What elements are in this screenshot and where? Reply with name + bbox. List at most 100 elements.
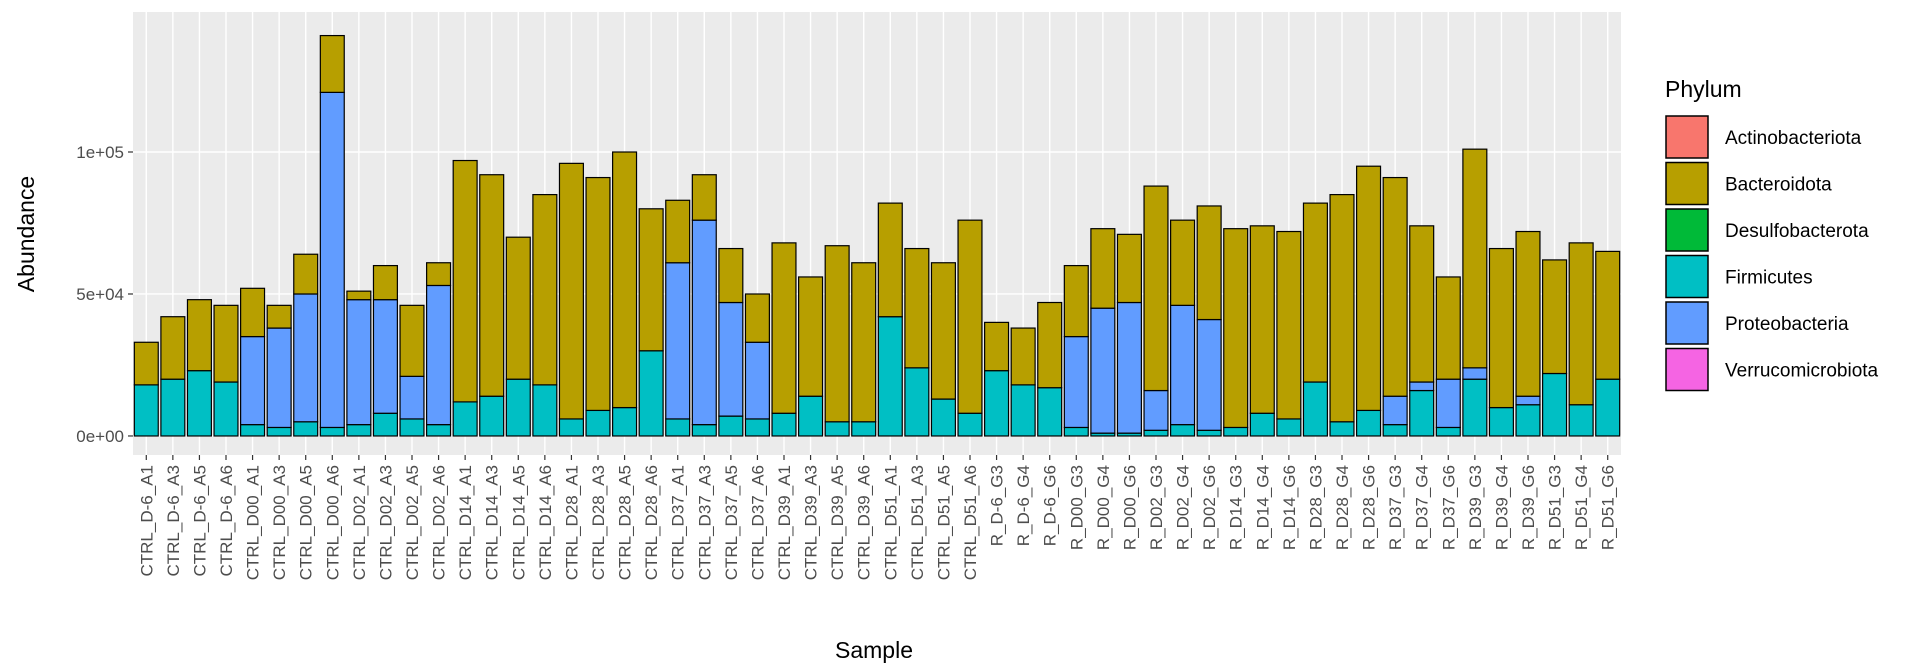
- x-tick-label: CTRL_D39_A1: [775, 465, 794, 580]
- x-tick-label: R_D00_G4: [1094, 465, 1113, 550]
- bar-segment: [1170, 219, 1196, 306]
- x-tick-label: R_D28_G6: [1360, 465, 1379, 550]
- bar-segment: [319, 34, 345, 93]
- bar-segment: [691, 219, 717, 426]
- x-tick-label: CTRL_D51_A3: [908, 465, 927, 580]
- x-tick-label: CTRL_D00_A1: [244, 465, 263, 580]
- bar-segment: [133, 341, 159, 386]
- bar-segment: [399, 304, 425, 377]
- bar-segment: [346, 424, 372, 437]
- bar-segment: [1223, 228, 1249, 429]
- bar-segment: [452, 401, 478, 437]
- x-tick-label: CTRL_D37_A6: [748, 465, 767, 580]
- bar-segment: [346, 290, 372, 301]
- bar-segment: [691, 174, 717, 221]
- bar-segment: [798, 395, 824, 437]
- bar-segment: [1276, 418, 1302, 437]
- x-tick-label: R_D02_G3: [1147, 465, 1166, 550]
- bar-segment: [1302, 381, 1328, 437]
- bar-segment: [585, 176, 611, 412]
- x-tick-label: CTRL_D00_A3: [270, 465, 289, 580]
- bar-segment: [1356, 165, 1382, 412]
- bar-segment: [293, 293, 319, 423]
- bar-segment: [1170, 424, 1196, 437]
- bar-segment: [718, 415, 744, 437]
- x-tick-label: R_D00_G6: [1120, 465, 1139, 550]
- legend-swatch: [1665, 161, 1709, 206]
- x-tick-label: CTRL_D51_A5: [934, 465, 953, 580]
- bar-segment: [1515, 395, 1541, 406]
- bar-segment: [452, 159, 478, 403]
- bar-segment: [372, 264, 398, 301]
- bars: [133, 34, 1621, 437]
- bar-segment: [479, 174, 505, 397]
- bar-segment: [319, 426, 345, 437]
- x-tick-label: CTRL_D02_A1: [350, 465, 369, 580]
- bar-segment: [1090, 228, 1116, 309]
- bar-segment: [984, 370, 1010, 437]
- bar-segment: [426, 284, 452, 426]
- bar-segment: [1010, 384, 1036, 437]
- axes: 0e+00 5e+04 1e+05 CTRL_D-6_A1 CTRL_D-6_A3 CTR…: [76, 143, 1617, 580]
- bar-segment: [1595, 378, 1621, 437]
- legend-swatch: [1665, 347, 1709, 392]
- bar-segment: [319, 91, 345, 429]
- bar-segment: [1488, 247, 1514, 409]
- x-tick-label: CTRL_D51_A6: [961, 465, 980, 580]
- x-tick-label: R_D51_G6: [1599, 465, 1618, 550]
- x-tick-label: CTRL_D-6_A5: [190, 465, 209, 577]
- bar-segment: [186, 370, 212, 437]
- bar-segment: [877, 202, 903, 318]
- bar-segment: [1568, 404, 1594, 437]
- x-tick-label: R_D39_G4: [1492, 465, 1511, 550]
- bar-segment: [1249, 225, 1275, 414]
- bar-segment: [1488, 406, 1514, 437]
- bar-segment: [240, 424, 266, 437]
- bar-segment: [1037, 387, 1063, 437]
- bar-segment: [426, 262, 452, 287]
- bar-segment: [851, 421, 877, 437]
- bar-segment: [505, 378, 531, 437]
- bar-segment: [1116, 233, 1142, 304]
- bar-segment: [1568, 242, 1594, 406]
- bar-segment: [213, 381, 239, 437]
- bar-segment: [1063, 264, 1089, 338]
- bar-segment: [1249, 412, 1275, 437]
- bar-segment: [1329, 193, 1355, 423]
- legend-swatch: [1665, 115, 1709, 159]
- bar-segment: [1356, 409, 1382, 437]
- bar-segment: [1063, 335, 1089, 429]
- bar-segment: [479, 395, 505, 437]
- bar-segment: [957, 412, 983, 437]
- x-tick-label: CTRL_D14_A1: [456, 465, 475, 580]
- bar-segment: [266, 304, 292, 329]
- x-tick-label: R_D14_G6: [1280, 465, 1299, 550]
- x-tick-label: CTRL_D02_A5: [403, 465, 422, 580]
- bar-segment: [585, 409, 611, 437]
- bar-segment: [798, 276, 824, 397]
- bar-segment: [1037, 301, 1063, 389]
- x-tick-label: CTRL_D39_A3: [802, 465, 821, 580]
- bar-segment: [718, 301, 744, 417]
- bar-segment: [372, 412, 398, 437]
- bar-segment: [1435, 426, 1461, 437]
- bar-segment: [426, 424, 452, 437]
- bar-segment: [1196, 318, 1222, 431]
- x-tick-label: CTRL_D02_A6: [430, 465, 449, 580]
- legend-title: Phylum: [1665, 76, 1742, 102]
- bar-segment: [930, 398, 956, 437]
- legend-label: Desulfobacterota: [1725, 221, 1869, 242]
- x-tick-label: CTRL_D37_A1: [669, 465, 688, 580]
- x-tick-label: R_D14_G3: [1227, 465, 1246, 550]
- x-tick-label: CTRL_D-6_A1: [137, 465, 156, 577]
- bar-segment: [240, 287, 266, 338]
- x-tick-label: CTRL_D28_A1: [562, 465, 581, 580]
- bar-segment: [851, 262, 877, 423]
- x-tick-label: R_D28_G3: [1306, 465, 1325, 550]
- bar-segment: [744, 293, 770, 343]
- bar-segment: [293, 421, 319, 437]
- x-tick-label: R_D51_G3: [1546, 465, 1565, 550]
- bar-segment: [1462, 367, 1488, 380]
- bar-segment: [638, 350, 664, 437]
- bar-segment: [1143, 429, 1169, 437]
